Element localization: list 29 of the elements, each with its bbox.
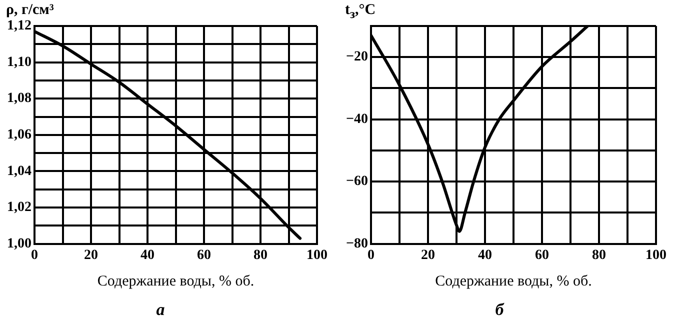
y-tick-label: −60 [346, 174, 368, 190]
x-tick-label: 0 [367, 248, 374, 263]
x-tick-label: 80 [254, 248, 268, 263]
x-tick-label: 40 [140, 248, 154, 263]
x-tick-label: 100 [306, 248, 328, 263]
text: б [495, 300, 506, 320]
y-axis-title: t$_{з}$,°C [345, 2, 376, 22]
x-tick-label: 20 [420, 248, 435, 263]
x-tick-label: 60 [197, 248, 211, 263]
y-tick-label: 1,06 [7, 128, 32, 143]
x-axis-title: Содержание воды, % об. [97, 274, 254, 290]
y-tick-label: 1,00 [7, 236, 32, 252]
y-tick-label: 1,10 [7, 54, 32, 70]
y-tick-label: 1,12 [7, 18, 32, 34]
text: а [156, 300, 166, 320]
y-tick-label: −20 [346, 50, 368, 65]
x-tick-label: 0 [31, 248, 38, 263]
y-tick-label: −40 [346, 112, 368, 127]
y-tick-label: 1,08 [7, 91, 32, 106]
y-tick-label: 1,04 [7, 164, 32, 179]
y-tick-label: 1,02 [7, 200, 32, 216]
x-axis-title: Содержание воды, % об. [435, 274, 592, 290]
x-tick-label: 40 [478, 248, 492, 263]
x-tick-label: 100 [646, 248, 666, 263]
y-axis-title: ρ, г/см³ [6, 2, 54, 19]
x-tick-label: 60 [534, 248, 549, 263]
y-tick-label: −80 [346, 236, 368, 252]
x-tick-label: 20 [84, 248, 98, 263]
x-tick-label: 80 [592, 248, 606, 263]
